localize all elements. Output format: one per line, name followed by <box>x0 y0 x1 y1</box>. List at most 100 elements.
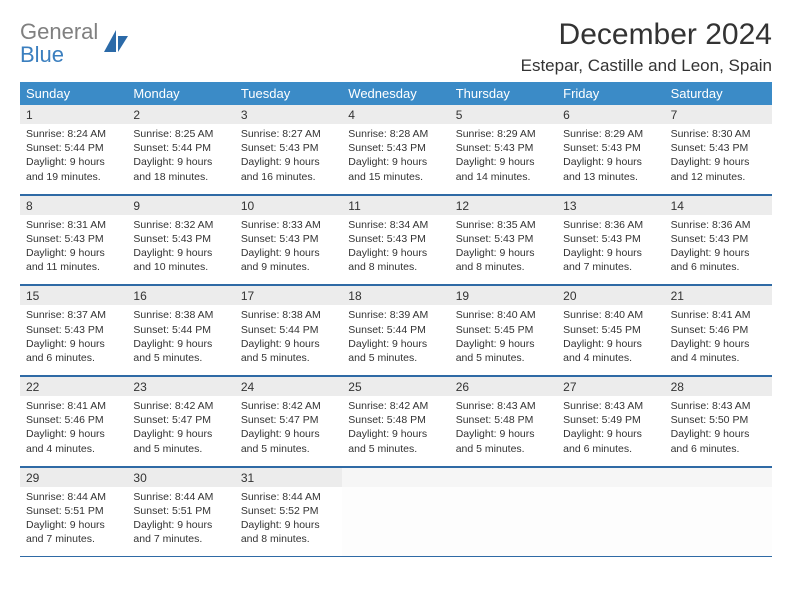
daylight-text-2: and 5 minutes. <box>348 442 443 456</box>
day-number: 3 <box>235 105 342 124</box>
brand-logo: General Blue <box>20 18 130 66</box>
daylight-text-2: and 8 minutes. <box>348 260 443 274</box>
day-cell: Sunrise: 8:43 AMSunset: 5:49 PMDaylight:… <box>557 396 664 466</box>
sunrise-text: Sunrise: 8:28 AM <box>348 127 443 141</box>
sunrise-text: Sunrise: 8:29 AM <box>456 127 551 141</box>
daylight-text-2: and 4 minutes. <box>26 442 121 456</box>
day-cell <box>450 487 557 557</box>
daylight-text-1: Daylight: 9 hours <box>563 337 658 351</box>
day-number: 12 <box>450 196 557 215</box>
day-cell: Sunrise: 8:40 AMSunset: 5:45 PMDaylight:… <box>557 305 664 375</box>
sunset-text: Sunset: 5:43 PM <box>26 232 121 246</box>
sunset-text: Sunset: 5:52 PM <box>241 504 336 518</box>
day-cell: Sunrise: 8:37 AMSunset: 5:43 PMDaylight:… <box>20 305 127 375</box>
sunset-text: Sunset: 5:48 PM <box>348 413 443 427</box>
day-number: 23 <box>127 377 234 396</box>
day-cell: Sunrise: 8:40 AMSunset: 5:45 PMDaylight:… <box>450 305 557 375</box>
day-number-row: 22232425262728 <box>20 377 772 396</box>
day-number <box>450 468 557 487</box>
sunset-text: Sunset: 5:43 PM <box>456 141 551 155</box>
daylight-text-1: Daylight: 9 hours <box>241 337 336 351</box>
daylight-text-2: and 7 minutes. <box>26 532 121 546</box>
sail-icon <box>102 28 130 58</box>
day-content-row: Sunrise: 8:31 AMSunset: 5:43 PMDaylight:… <box>20 215 772 285</box>
daylight-text-2: and 4 minutes. <box>563 351 658 365</box>
day-cell: Sunrise: 8:36 AMSunset: 5:43 PMDaylight:… <box>665 215 772 285</box>
sunset-text: Sunset: 5:45 PM <box>563 323 658 337</box>
day-number: 30 <box>127 468 234 487</box>
daylight-text-2: and 8 minutes. <box>456 260 551 274</box>
weekday-label: Sunday <box>20 82 127 105</box>
day-number: 27 <box>557 377 664 396</box>
daylight-text-1: Daylight: 9 hours <box>348 337 443 351</box>
daylight-text-2: and 8 minutes. <box>241 532 336 546</box>
day-number: 15 <box>20 286 127 305</box>
daylight-text-2: and 19 minutes. <box>26 170 121 184</box>
weekday-label: Friday <box>557 82 664 105</box>
daylight-text-1: Daylight: 9 hours <box>348 427 443 441</box>
day-number-row: 15161718192021 <box>20 286 772 305</box>
day-cell: Sunrise: 8:35 AMSunset: 5:43 PMDaylight:… <box>450 215 557 285</box>
sunset-text: Sunset: 5:51 PM <box>26 504 121 518</box>
title-location: Estepar, Castille and Leon, Spain <box>521 56 772 76</box>
day-number-row: 891011121314 <box>20 196 772 215</box>
day-number: 20 <box>557 286 664 305</box>
day-number: 14 <box>665 196 772 215</box>
day-number: 25 <box>342 377 449 396</box>
daylight-text-1: Daylight: 9 hours <box>26 337 121 351</box>
sunrise-text: Sunrise: 8:34 AM <box>348 218 443 232</box>
day-number: 1 <box>20 105 127 124</box>
brand-word-2: Blue <box>20 42 64 67</box>
brand-word-1: General <box>20 19 98 44</box>
day-cell: Sunrise: 8:33 AMSunset: 5:43 PMDaylight:… <box>235 215 342 285</box>
sunset-text: Sunset: 5:44 PM <box>26 141 121 155</box>
sunset-text: Sunset: 5:43 PM <box>348 141 443 155</box>
sunrise-text: Sunrise: 8:41 AM <box>671 308 766 322</box>
sunrise-text: Sunrise: 8:38 AM <box>241 308 336 322</box>
day-number: 11 <box>342 196 449 215</box>
day-number: 17 <box>235 286 342 305</box>
daylight-text-2: and 5 minutes. <box>133 442 228 456</box>
sunrise-text: Sunrise: 8:36 AM <box>671 218 766 232</box>
daylight-text-2: and 12 minutes. <box>671 170 766 184</box>
day-content-row: Sunrise: 8:44 AMSunset: 5:51 PMDaylight:… <box>20 487 772 557</box>
day-number: 18 <box>342 286 449 305</box>
day-number: 24 <box>235 377 342 396</box>
calendar-week: 15161718192021Sunrise: 8:37 AMSunset: 5:… <box>20 286 772 377</box>
daylight-text-2: and 5 minutes. <box>456 351 551 365</box>
daylight-text-1: Daylight: 9 hours <box>348 155 443 169</box>
sunrise-text: Sunrise: 8:37 AM <box>26 308 121 322</box>
weekday-label: Thursday <box>450 82 557 105</box>
title-block: December 2024 Estepar, Castille and Leon… <box>521 18 772 76</box>
sunset-text: Sunset: 5:43 PM <box>671 232 766 246</box>
sunset-text: Sunset: 5:47 PM <box>241 413 336 427</box>
day-number: 10 <box>235 196 342 215</box>
weekday-header-row: Sunday Monday Tuesday Wednesday Thursday… <box>20 82 772 105</box>
sunset-text: Sunset: 5:43 PM <box>26 323 121 337</box>
day-cell <box>665 487 772 557</box>
day-number: 19 <box>450 286 557 305</box>
day-number: 22 <box>20 377 127 396</box>
daylight-text-1: Daylight: 9 hours <box>241 155 336 169</box>
day-cell: Sunrise: 8:42 AMSunset: 5:47 PMDaylight:… <box>127 396 234 466</box>
calendar: Sunday Monday Tuesday Wednesday Thursday… <box>20 82 772 557</box>
daylight-text-2: and 5 minutes. <box>133 351 228 365</box>
sunrise-text: Sunrise: 8:44 AM <box>241 490 336 504</box>
day-cell: Sunrise: 8:38 AMSunset: 5:44 PMDaylight:… <box>235 305 342 375</box>
day-number: 7 <box>665 105 772 124</box>
daylight-text-2: and 14 minutes. <box>456 170 551 184</box>
sunrise-text: Sunrise: 8:42 AM <box>133 399 228 413</box>
sunset-text: Sunset: 5:43 PM <box>348 232 443 246</box>
day-cell: Sunrise: 8:32 AMSunset: 5:43 PMDaylight:… <box>127 215 234 285</box>
daylight-text-1: Daylight: 9 hours <box>133 427 228 441</box>
sunrise-text: Sunrise: 8:25 AM <box>133 127 228 141</box>
daylight-text-1: Daylight: 9 hours <box>563 246 658 260</box>
daylight-text-1: Daylight: 9 hours <box>241 246 336 260</box>
calendar-week: 891011121314Sunrise: 8:31 AMSunset: 5:43… <box>20 196 772 287</box>
day-number: 13 <box>557 196 664 215</box>
sunrise-text: Sunrise: 8:29 AM <box>563 127 658 141</box>
day-cell: Sunrise: 8:41 AMSunset: 5:46 PMDaylight:… <box>665 305 772 375</box>
sunrise-text: Sunrise: 8:31 AM <box>26 218 121 232</box>
day-number: 5 <box>450 105 557 124</box>
daylight-text-2: and 6 minutes. <box>671 442 766 456</box>
